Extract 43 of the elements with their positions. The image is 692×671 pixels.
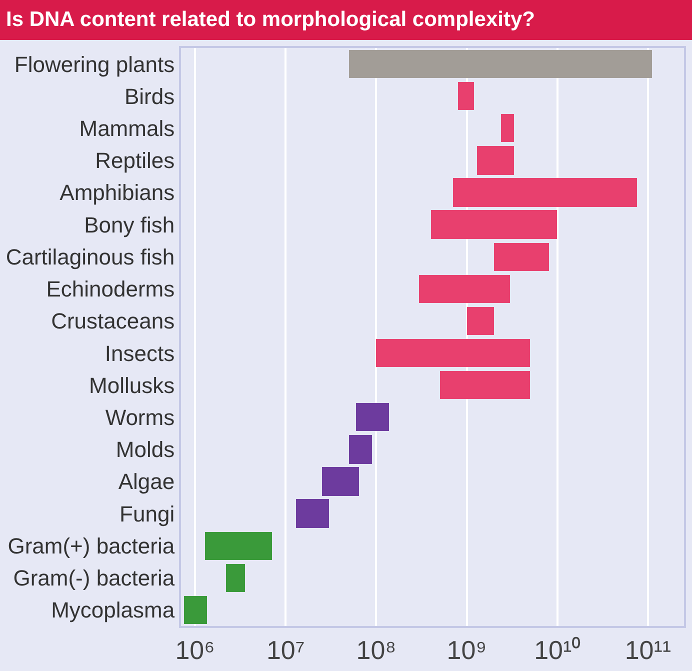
x-tick-label: 10⁸: [356, 635, 396, 666]
bar: [494, 243, 549, 271]
y-tick-label: Fungi: [120, 501, 175, 526]
bar: [322, 467, 359, 496]
bar: [453, 178, 637, 207]
y-tick-label: Reptiles: [95, 148, 175, 174]
bar: [296, 499, 329, 528]
bar: [349, 50, 652, 78]
x-tick-label: 10⁶: [175, 635, 215, 666]
bar: [356, 403, 389, 431]
y-tick-label: Mammals: [79, 116, 175, 141]
bar: [458, 82, 474, 110]
y-tick-label: Molds: [116, 437, 175, 462]
x-tick-label: 10¹¹: [624, 635, 672, 666]
y-tick-label: Worms: [105, 404, 175, 430]
bar: [376, 339, 530, 367]
bar: [467, 307, 494, 335]
bar: [477, 146, 514, 175]
bar: [205, 532, 272, 560]
x-tick-label: 10⁷: [266, 635, 305, 666]
y-tick-label: Gram(+) bacteria: [8, 533, 176, 558]
bar: [440, 371, 530, 399]
chart-title: Is DNA content related to morphological complexity?: [0, 0, 692, 40]
y-tick-label: Cartilaginous fish: [6, 244, 175, 270]
y-tick-label: Flowering plants: [14, 52, 175, 77]
bar: [184, 596, 207, 624]
bar: [349, 435, 372, 464]
y-tick-label: Bony fish: [84, 212, 175, 238]
bar: [501, 114, 514, 142]
y-tick-label: Mycoplasma: [51, 598, 176, 623]
y-tick-label: Crustaceans: [51, 308, 175, 334]
bar: [419, 275, 510, 303]
bar: [431, 210, 557, 239]
y-tick-label: Insects: [104, 340, 175, 366]
x-tick-label: 10¹⁰: [534, 635, 581, 666]
y-tick-label: Algae: [118, 469, 175, 494]
y-tick-label: Amphibians: [60, 180, 175, 206]
y-tick-label: Birds: [124, 84, 175, 109]
y-tick-label: Mollusks: [89, 372, 175, 398]
bar: [226, 564, 245, 592]
y-tick-label: Gram(-) bacteria: [13, 566, 176, 591]
y-tick-label: Echinoderms: [46, 276, 175, 302]
x-tick-label: 10⁹: [446, 635, 487, 666]
